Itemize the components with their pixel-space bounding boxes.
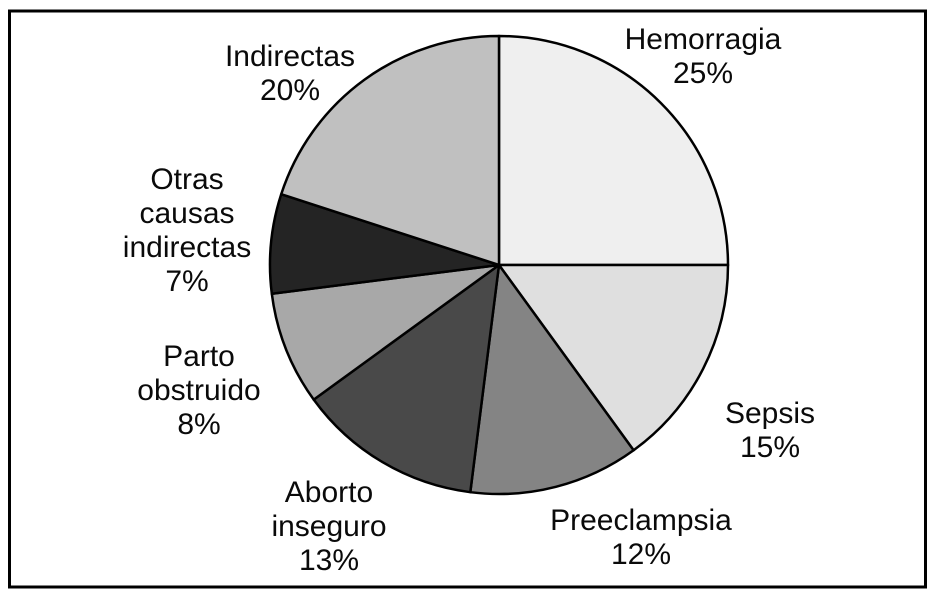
slice-label-indirectas: Indirectas 20% bbox=[225, 40, 355, 107]
pie-slice-indirectas bbox=[279, 34, 501, 267]
slice-label-otras-causas-indirectas: Otras causas indirectas 7% bbox=[123, 163, 251, 298]
pie-slice-preeclampsia bbox=[469, 263, 635, 496]
pie-slice-aborto-inseguro bbox=[312, 263, 501, 494]
slice-label-sepsis: Sepsis 15% bbox=[725, 397, 815, 464]
slice-label-hemorragia: Hemorragia 25% bbox=[625, 23, 782, 90]
chart-frame-border bbox=[8, 9, 927, 589]
slice-label-parto-obstruido: Parto obstruido 8% bbox=[137, 340, 260, 441]
slice-label-aborto-inseguro: Aborto inseguro 13% bbox=[271, 476, 386, 577]
pie-slice-hemorragia bbox=[497, 34, 730, 267]
pie-slice-parto-obstruido bbox=[270, 263, 501, 401]
slice-label-preeclampsia: Preeclampsia 12% bbox=[550, 504, 732, 571]
pie-labels-group: Hemorragia 25% Sepsis 15% Preeclampsia 12% Abo… bbox=[123, 23, 815, 577]
pie-slices-group bbox=[268, 34, 730, 496]
pie-slice-sepsis bbox=[497, 263, 730, 452]
